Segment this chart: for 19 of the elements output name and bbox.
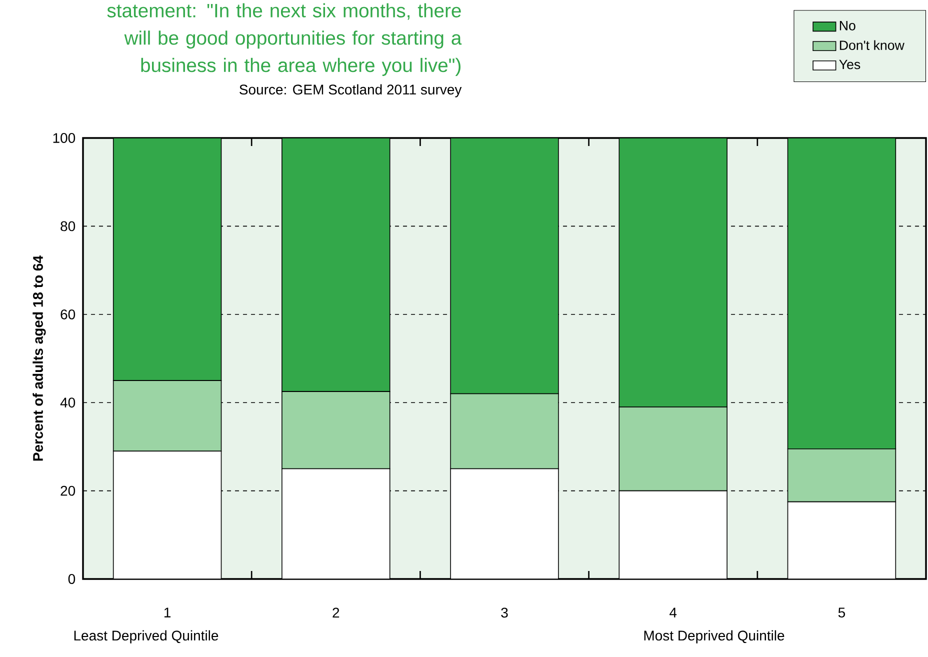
legend-label: Yes	[839, 60, 860, 70]
x-tick-label: 4	[670, 608, 677, 618]
y-tick-label: 60	[60, 309, 76, 320]
x-tick-label: 1	[164, 608, 170, 618]
x-tick-label: 3	[501, 608, 508, 618]
y-tick-label: 20	[60, 486, 76, 496]
x-tick-label: 5	[838, 608, 846, 618]
y-tick-label: 40	[60, 398, 76, 408]
y-axis-title: Percent of adults aged 18 to 64	[32, 256, 46, 461]
text: Least Deprived Quintile	[74, 630, 218, 644]
y-tick-label: 100	[53, 133, 76, 143]
y-tick-label: 80	[60, 221, 76, 232]
text: Most Deprived Quintile	[644, 630, 784, 644]
source-note: Source: GEM Scotland 2011 survey	[240, 84, 462, 98]
legend-label: Don't know	[840, 40, 904, 50]
legend-label: No	[840, 21, 856, 30]
chart-title: statement: "In the next six months, there will be good opportunities for starting a business in the area where you live")	[107, 3, 462, 76]
x-tick-label: 2	[332, 608, 340, 618]
y-tick-label: 0	[68, 574, 76, 584]
